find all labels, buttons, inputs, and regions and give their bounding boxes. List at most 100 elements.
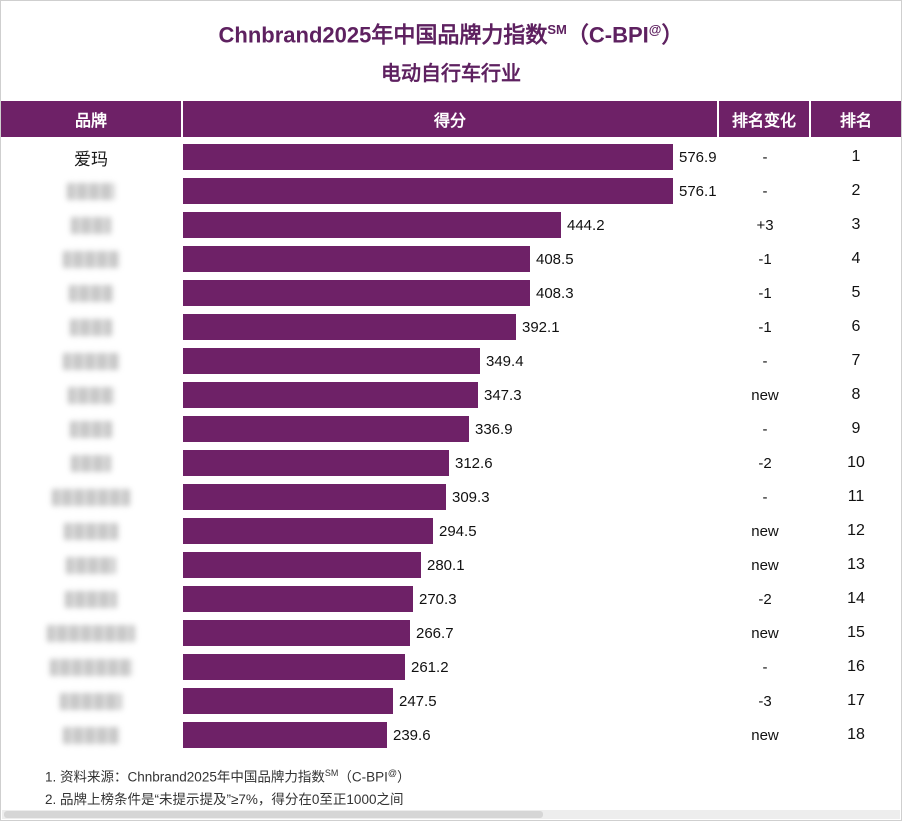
score-value: 408.3 [536,284,574,302]
rank-change-value: -1 [758,250,772,268]
bar-cell: 408.5 [181,246,719,273]
brand-name [1,454,181,472]
header-rank: 排名 [811,101,901,138]
score-bar [183,144,673,171]
rank-value: 14 [847,590,865,608]
brand-name [1,352,181,370]
rank-value: 15 [847,624,865,642]
score-value: 247.5 [399,692,437,710]
brand-name-redacted [68,386,114,404]
bar-cell: 239.6 [181,722,719,749]
brand-name [1,658,181,676]
brand-name-redacted [63,352,119,370]
score-bar [183,280,530,307]
score-value: 266.7 [416,624,454,642]
bar-cell: 349.4 [181,348,719,375]
title-text: Chnbrand2025年中国品牌力指数 [218,22,548,48]
table-row: 336.9 - 9 [1,412,901,446]
bar-cell: 576.9 [181,144,719,171]
rank-change-value: -1 [758,318,772,336]
rank-change-value: new [751,522,779,540]
score-value: 576.1 [679,182,717,200]
score-bar [183,450,449,477]
brand-name [1,420,181,438]
score-value: 309.3 [452,488,490,506]
score-value: 294.5 [439,522,477,540]
brand-name-redacted [69,284,113,302]
rank-change-value: - [762,182,768,200]
score-value: 576.9 [679,148,717,166]
horizontal-scrollbar[interactable] [2,810,900,819]
rank-change-value: -2 [758,590,772,608]
score-value: 347.3 [484,386,522,404]
table-row: 408.3 -1 5 [1,276,901,310]
scrollbar-thumb[interactable] [4,811,543,818]
rank-value: 9 [851,420,861,438]
title-block: Chnbrand2025年中国品牌力指数SM（C-BPI@） 电动自行车行业 [1,1,901,86]
page-subtitle: 电动自行车行业 [381,63,521,86]
table-row: 270.3 -2 14 [1,582,901,616]
bar-cell: 261.2 [181,654,719,681]
table-row: 309.3 - 11 [1,480,901,514]
bar-cell: 408.3 [181,280,719,307]
table-row: 444.2 +3 3 [1,208,901,242]
brand-name-redacted [70,420,112,438]
brand-name-redacted [63,726,119,744]
score-bar [183,552,421,579]
footnote-2: 2. 品牌上榜条件是“未提示提及”≥7%，得分在0至正1000之间 [45,791,404,807]
brand-name-redacted [63,250,119,268]
page-title: Chnbrand2025年中国品牌力指数SM（C-BPI@） [1,17,901,48]
table-row: 408.5 -1 4 [1,242,901,276]
table-header-row: 品牌 得分 排名变化 排名 [1,101,901,138]
brand-name [1,624,181,642]
footnote-1: 1. 资料来源：Chnbrand2025年中国品牌力指数SM（C-BPI@） [45,762,901,789]
table-row: 280.1 new 13 [1,548,901,582]
bar-cell: 247.5 [181,688,719,715]
bar-cell: 309.3 [181,484,719,511]
score-bar [183,178,673,205]
brand-name-redacted [64,522,118,540]
rank-value: 3 [851,216,861,234]
table-body: 爱玛 576.9 - 1 576.1 - 2 444.2 +3 3 [1,140,901,752]
footnote-1-cbpi: （C-BPI [338,769,388,785]
header-brand: 品牌 [1,101,181,138]
rank-value: 6 [851,318,861,336]
bar-cell: 266.7 [181,620,719,647]
title-cbpi: （C-BPI [566,22,649,48]
table-row: 312.6 -2 10 [1,446,901,480]
table-row: 294.5 new 12 [1,514,901,548]
rank-value: 12 [847,522,865,540]
title-sup-sm: SM [547,22,567,37]
rank-change-value: - [762,420,768,438]
brand-name-redacted [66,556,116,574]
rank-change-value: -2 [758,454,772,472]
rank-value: 17 [847,692,865,710]
header-score: 得分 [183,101,717,138]
table-row: 239.6 new 18 [1,718,901,752]
bar-cell: 280.1 [181,552,719,579]
brand-name: 爱玛 [74,149,108,169]
bar-cell: 270.3 [181,586,719,613]
score-value: 239.6 [393,726,431,744]
score-bar [183,212,561,239]
bar-cell: 294.5 [181,518,719,545]
score-value: 336.9 [475,420,513,438]
brand-name [1,182,181,200]
brand-name-redacted [65,590,117,608]
rank-change-value: new [751,386,779,404]
brand-name [1,386,181,404]
rank-change-value: - [762,488,768,506]
table-row: 266.7 new 15 [1,616,901,650]
rank-change-value: - [762,658,768,676]
rank-change-value: new [751,624,779,642]
rank-change-value: -3 [758,692,772,710]
score-bar [183,620,410,647]
rank-value: 4 [851,250,861,268]
score-bar [183,688,393,715]
score-value: 280.1 [427,556,465,574]
bar-cell: 312.6 [181,450,719,477]
rank-value: 10 [847,454,865,472]
brand-name-redacted [47,624,135,642]
title-end: ） [661,22,684,48]
